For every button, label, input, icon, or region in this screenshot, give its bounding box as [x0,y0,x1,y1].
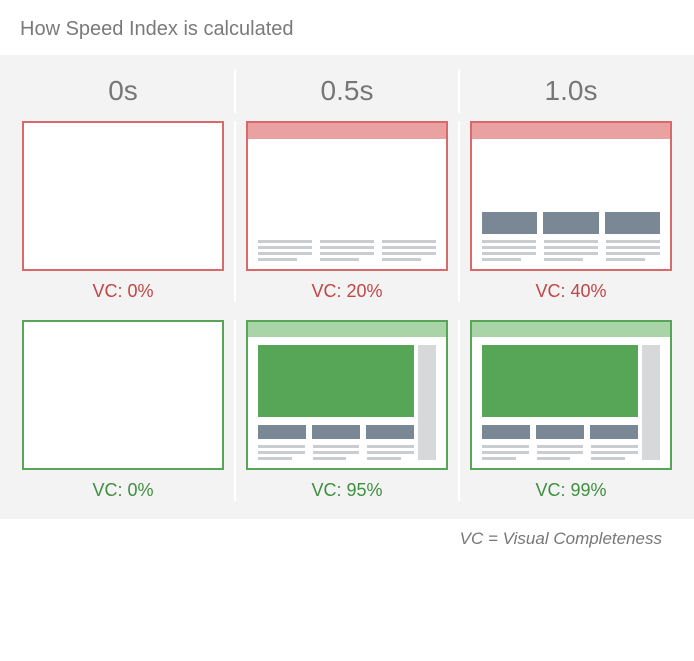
page-frame [22,121,224,271]
sidebar-block [418,345,436,460]
frame-cell: VC: 40% [460,121,682,302]
vc-label: VC: 99% [535,480,606,501]
page-frame [470,320,672,470]
frame-cell: VC: 20% [236,121,460,302]
time-label: 0s [12,69,236,113]
hero-block [258,345,414,417]
mock-header [472,123,670,139]
frame-row-fast: VC: 0% VC: 95 [6,320,688,519]
page-frame [246,121,448,271]
diagram-grid: 0s 0.5s 1.0s VC: 0% VC: 20% [0,55,694,519]
page-frame [470,121,672,271]
footnote: VC = Visual Completeness [0,519,694,559]
vc-label: VC: 20% [311,281,382,302]
page-title: How Speed Index is calculated [0,0,694,55]
frame-cell: VC: 0% [12,320,236,501]
page-frame [246,320,448,470]
frame-cell: VC: 0% [12,121,236,302]
page-frame [22,320,224,470]
frame-row-slow: VC: 0% VC: 20% [6,121,688,320]
mock-body [472,337,670,468]
mock-header [248,322,446,337]
sidebar-block [642,345,660,460]
time-label: 0.5s [236,69,460,113]
mock-body [248,139,446,269]
frame-cell: VC: 99% [460,320,682,501]
hero-block [482,345,638,417]
mock-header [472,322,670,337]
time-header-row: 0s 0.5s 1.0s [6,55,688,121]
mock-body [472,139,670,269]
vc-label: VC: 0% [92,480,153,501]
vc-label: VC: 0% [92,281,153,302]
frame-cell: VC: 95% [236,320,460,501]
mock-header [248,123,446,139]
vc-label: VC: 95% [311,480,382,501]
time-label: 1.0s [460,69,682,113]
vc-label: VC: 40% [535,281,606,302]
mock-body [248,337,446,468]
